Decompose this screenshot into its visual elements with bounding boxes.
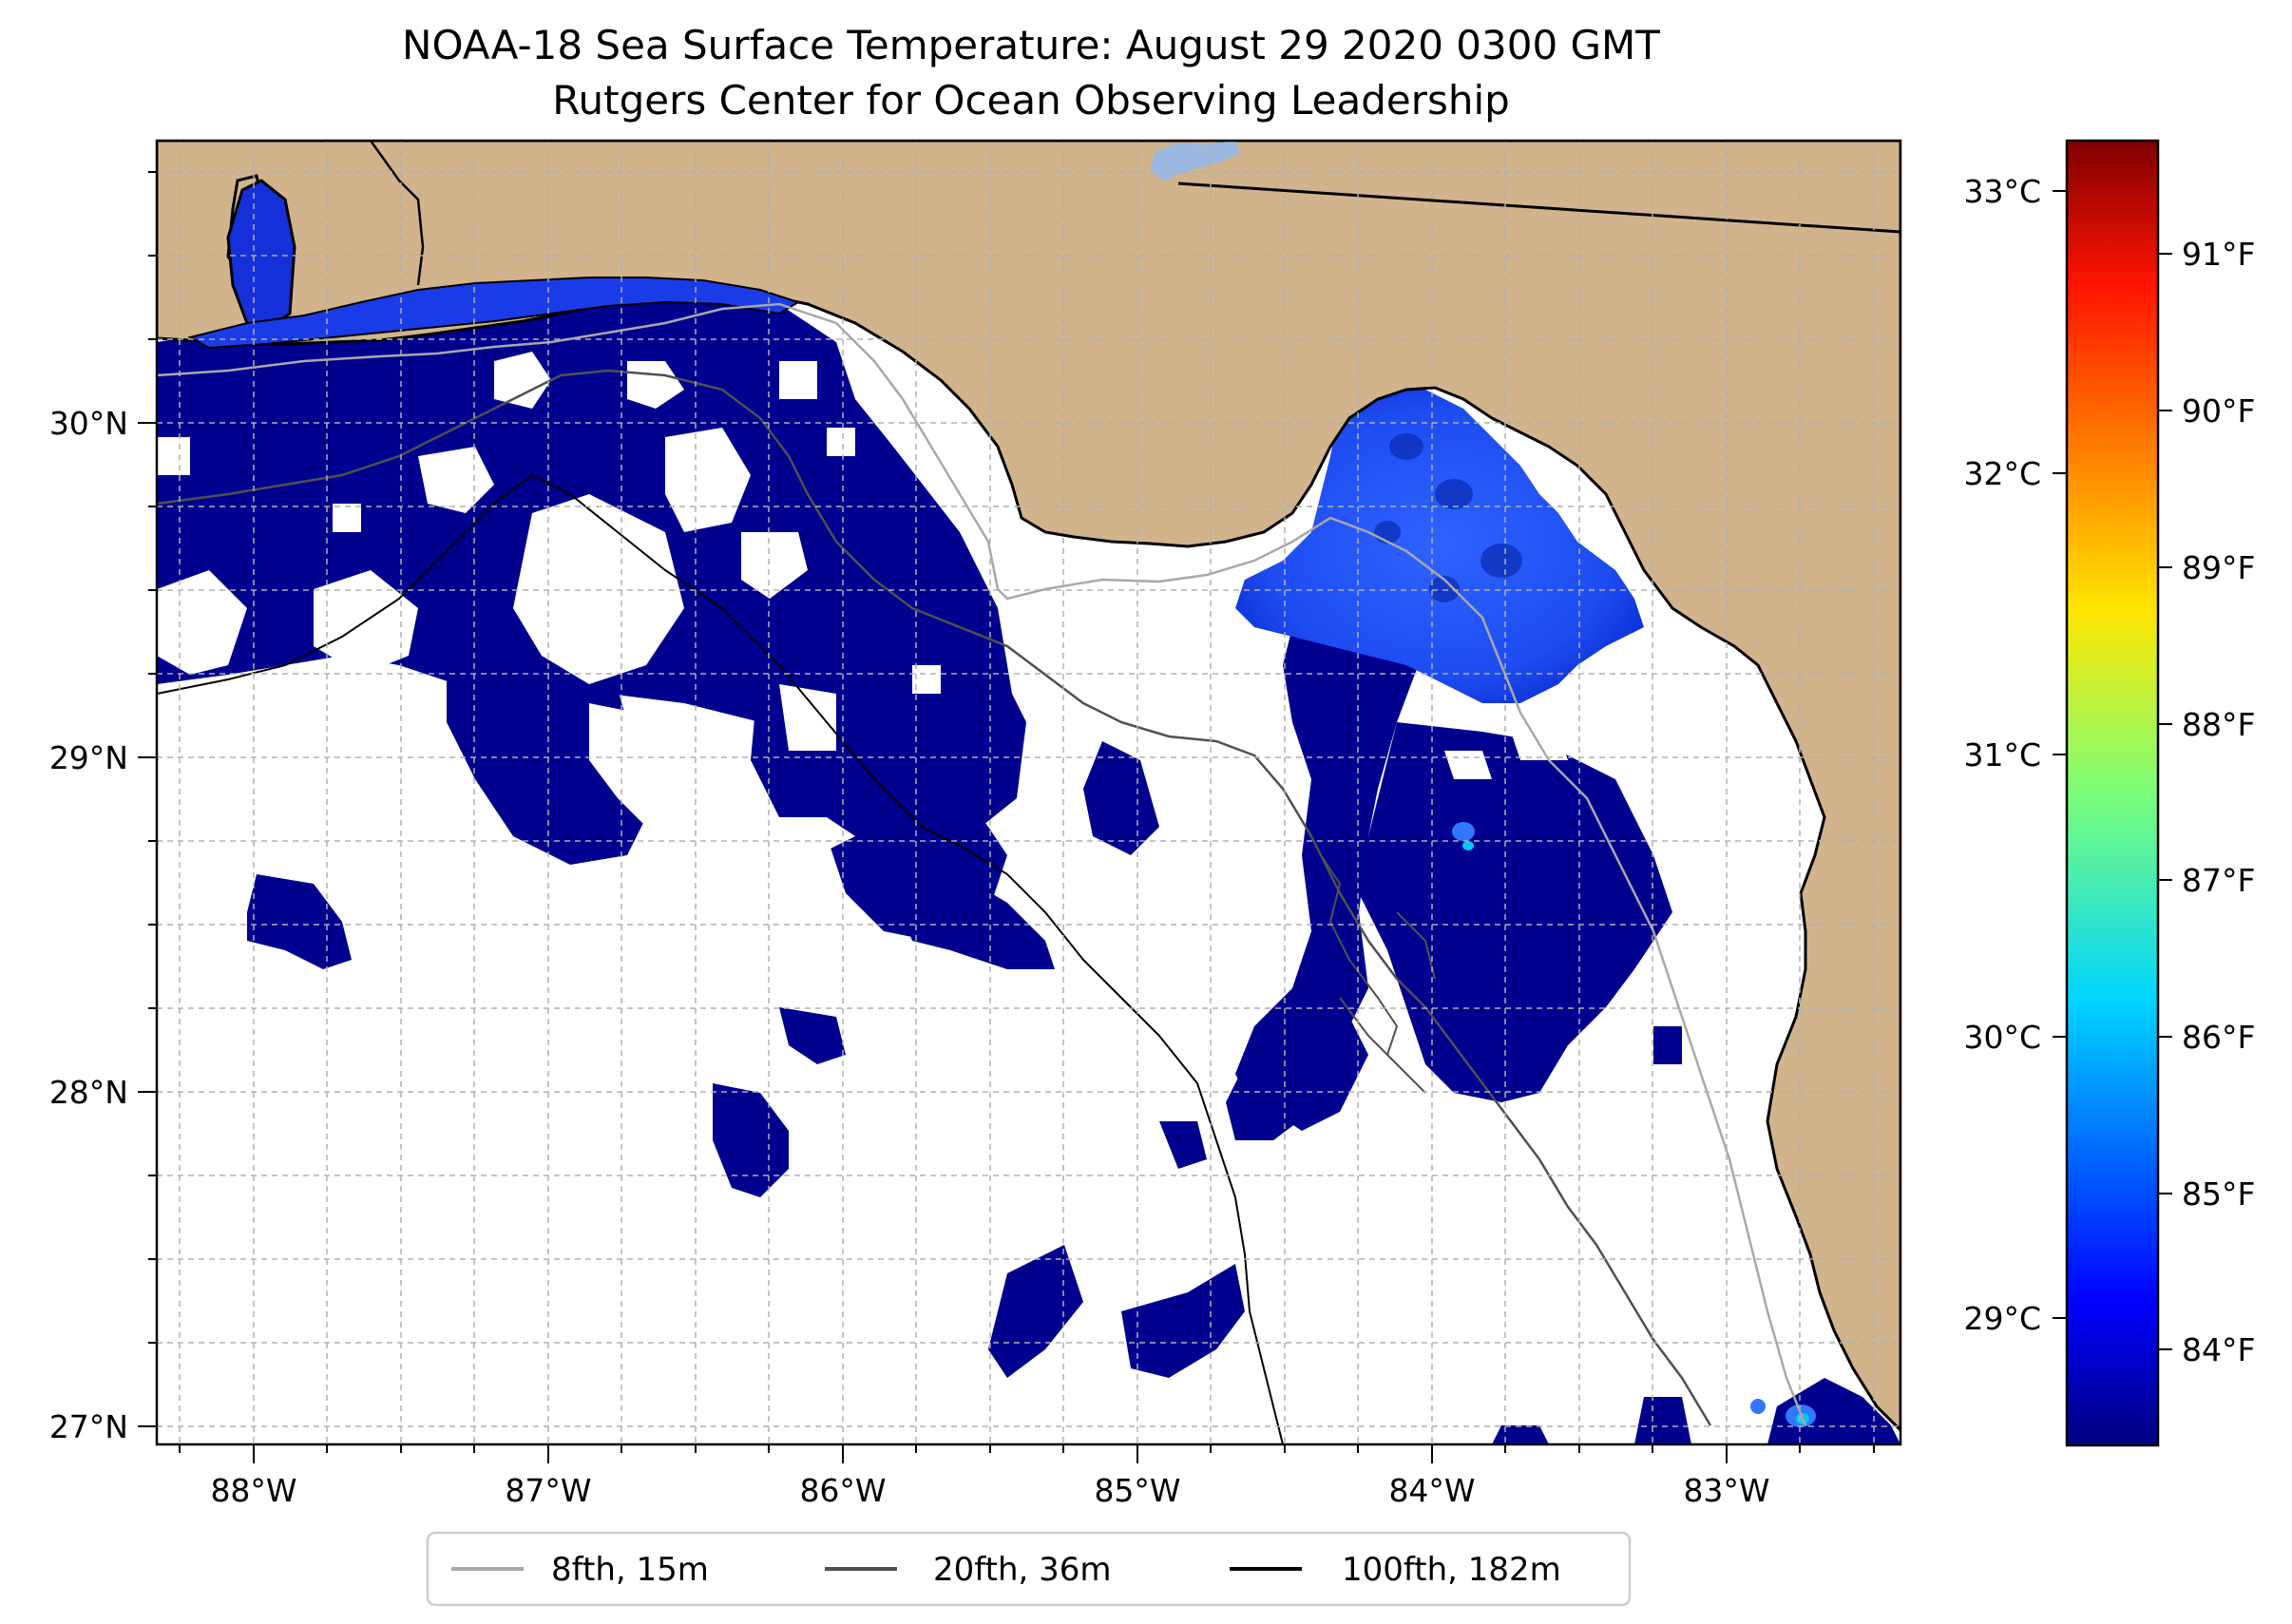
fahrenheit-label: 88°F — [2182, 706, 2255, 743]
contour-8fth — [157, 302, 1807, 1426]
lon-label: 87°W — [505, 1472, 591, 1509]
x-ticks — [179, 1444, 1875, 1463]
contour-100fth — [157, 473, 1284, 1444]
colorbar-gradient — [2065, 139, 2160, 1447]
lat-label: 28°N — [49, 1074, 128, 1111]
celsius-label: 33°C — [1963, 173, 2041, 210]
colorbar-fahrenheit-labels: 91°F 90°F 89°F 88°F 87°F 86°F 85°F 84°F — [2182, 236, 2255, 1368]
y-ticks — [138, 171, 157, 1427]
legend-label: 20fth, 36m — [933, 1551, 1112, 1589]
big-bend-sst-patch — [1235, 385, 1644, 703]
lon-label: 86°W — [799, 1472, 886, 1509]
fahrenheit-label: 89°F — [2182, 549, 2255, 586]
map-frame — [155, 139, 1902, 1446]
chart-subtitle: Rutgers Center for Ocean Observing Leade… — [552, 77, 1510, 124]
lon-label: 88°W — [210, 1472, 296, 1509]
fahrenheit-label: 85°F — [2182, 1175, 2255, 1213]
contour-20fth — [157, 369, 1712, 1426]
colorbar: 33°C 32°C 31°C 30°C 29°C 91°F 90°F 89°F … — [1963, 139, 2255, 1447]
celsius-label: 31°C — [1963, 736, 2041, 774]
legend-box — [426, 1531, 1632, 1607]
gridlines — [157, 141, 1900, 1444]
lon-labels: 88°W 87°W 86°W 85°W 84°W 83°W — [210, 1472, 1769, 1509]
celsius-label: 32°C — [1963, 455, 2041, 492]
lat-labels: 30°N 29°N 28°N 27°N — [49, 405, 128, 1445]
colorbar-fahrenheit-ticks — [2158, 253, 2172, 1350]
legend-item-20fth: 20fth, 36m — [825, 1551, 1112, 1589]
legend-label: 8fth, 15m — [551, 1551, 709, 1589]
chart-title: NOAA-18 Sea Surface Temperature: August … — [402, 22, 1660, 68]
colorbar-celsius-labels: 33°C 32°C 31°C 30°C 29°C — [1963, 173, 2041, 1337]
fahrenheit-label: 84°F — [2182, 1331, 2255, 1368]
map-area — [157, 141, 1900, 1444]
legend-item-100fth: 100fth, 182m — [1230, 1551, 1561, 1589]
lon-label: 83°W — [1683, 1472, 1769, 1509]
lon-label: 84°W — [1388, 1472, 1475, 1509]
state-border-al — [369, 141, 425, 286]
fahrenheit-label: 86°F — [2182, 1019, 2255, 1056]
colorbar-celsius-ticks — [2053, 190, 2067, 1319]
legend-item-8fth: 8fth, 15m — [451, 1551, 709, 1589]
celsius-label: 30°C — [1963, 1019, 2041, 1056]
lat-label: 29°N — [49, 739, 128, 776]
legend: 8fth, 15m 20fth, 36m 100fth, 182m — [426, 1531, 1632, 1607]
contour-20fth-shelf — [1320, 854, 1436, 1094]
lat-label: 27°N — [49, 1408, 128, 1445]
fahrenheit-label: 90°F — [2182, 392, 2255, 430]
state-border — [1177, 182, 1900, 234]
lon-label: 85°W — [1094, 1472, 1180, 1509]
big-bend-cold-spots — [1374, 433, 1522, 602]
lat-label: 30°N — [49, 405, 128, 442]
lake — [1150, 141, 1240, 181]
fahrenheit-label: 87°F — [2182, 862, 2255, 899]
celsius-label: 29°C — [1963, 1300, 2041, 1337]
legend-label: 100fth, 182m — [1342, 1551, 1561, 1589]
fahrenheit-label: 91°F — [2182, 236, 2255, 273]
